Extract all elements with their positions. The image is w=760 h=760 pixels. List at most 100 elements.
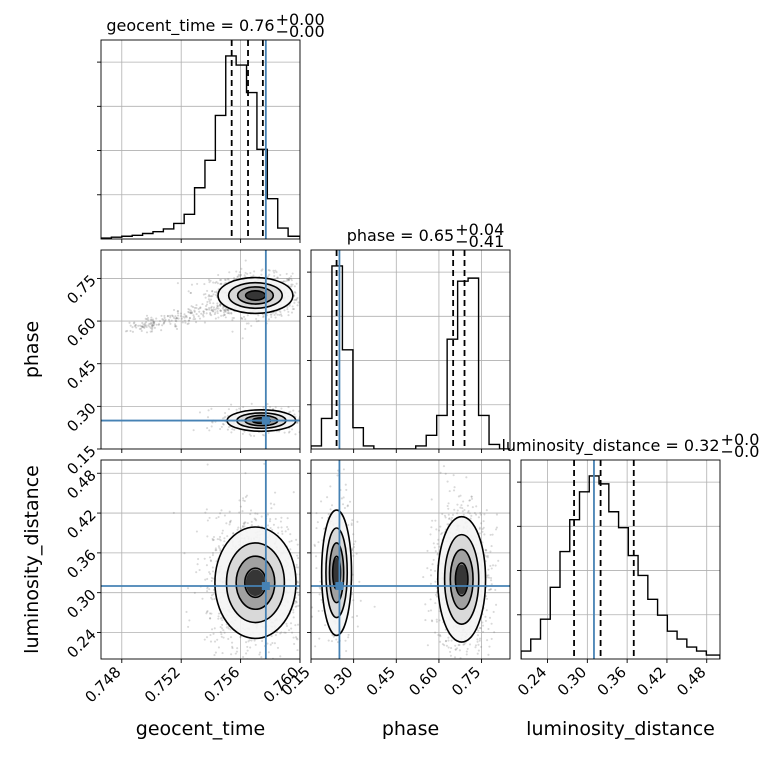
scatter-point <box>192 318 195 321</box>
panel-frame <box>310 249 511 450</box>
scatter-point <box>151 328 154 331</box>
scatter-point <box>280 631 283 634</box>
scatter-point <box>317 426 319 428</box>
x-tick-label: 0.24 <box>514 663 550 699</box>
contour-line <box>214 526 297 640</box>
scatter-point <box>488 616 492 619</box>
scatter-point <box>220 282 223 285</box>
scatter-point <box>477 649 480 652</box>
scatter-point <box>191 312 194 315</box>
scatter-point <box>314 645 317 648</box>
scatter-point <box>490 567 493 570</box>
x-tick-label: 0.45 <box>363 663 399 699</box>
scatter-point <box>478 626 481 630</box>
scatter-point <box>206 519 209 522</box>
scatter-point <box>351 548 354 551</box>
scatter-point <box>188 308 191 311</box>
scatter-point <box>295 601 298 604</box>
scatter-point <box>438 610 441 613</box>
scatter-point <box>205 636 209 639</box>
scatter-point <box>249 513 252 516</box>
scatter-point <box>304 601 306 603</box>
scatter-point <box>481 621 484 624</box>
scatter-point <box>282 280 285 283</box>
scatter-point <box>144 324 148 327</box>
scatter-point <box>424 619 427 622</box>
scatter-point <box>347 523 350 527</box>
scatter-point <box>434 593 437 596</box>
scatter-point <box>202 310 205 313</box>
scatter-point <box>190 311 193 314</box>
scatter-point <box>455 665 457 667</box>
scatter-point <box>207 409 210 412</box>
scatter-point <box>210 309 213 312</box>
scatter-point <box>145 321 148 324</box>
scatter-point <box>445 644 449 647</box>
scatter-point <box>434 550 437 553</box>
scatter-point <box>207 295 210 298</box>
scatter-point <box>212 306 216 309</box>
scatter-point <box>205 303 209 306</box>
scatter-point <box>356 625 359 628</box>
scatter-point <box>283 631 286 634</box>
scatter-point <box>442 465 446 468</box>
scatter-point <box>292 409 295 412</box>
scatter-point <box>152 321 155 324</box>
scatter-point <box>289 533 292 536</box>
scatter-point <box>489 550 492 553</box>
x-tick-label: 0.42 <box>633 663 669 699</box>
scatter-point <box>219 660 221 662</box>
scatter-point <box>170 319 173 322</box>
scatter-point <box>217 515 220 519</box>
scatter-point <box>431 620 434 623</box>
scatter-point <box>295 538 298 541</box>
scatter-point <box>320 598 323 601</box>
scatter-point <box>222 314 225 317</box>
scatter-point <box>215 307 218 310</box>
scatter-point <box>238 499 241 502</box>
scatter-point <box>246 522 249 525</box>
scatter-point <box>250 524 253 527</box>
scatter-point <box>302 301 304 303</box>
scatter-point <box>440 533 443 536</box>
scatter-point <box>315 567 318 570</box>
scatter-point <box>325 286 327 288</box>
scatter-point <box>148 322 151 325</box>
scatter-point <box>270 507 273 510</box>
scatter-point <box>329 485 332 488</box>
scatter-point <box>296 554 299 557</box>
scatter-point <box>208 293 211 297</box>
scatter-point <box>351 519 354 522</box>
scatter-point <box>486 639 489 642</box>
scatter-point <box>205 308 208 311</box>
scatter-point <box>204 296 207 299</box>
scatter-point <box>313 543 316 546</box>
scatter-point <box>287 314 290 317</box>
scatter-point <box>433 546 436 549</box>
scatter-point <box>276 646 280 649</box>
contour-line <box>449 548 474 611</box>
scatter-point <box>290 275 293 278</box>
scatter-point <box>468 512 471 515</box>
scatter-point <box>358 685 360 687</box>
x-tick-label: 0.752 <box>141 663 184 706</box>
scatter-point <box>480 645 483 648</box>
scatter-point <box>140 329 143 333</box>
scatter-point <box>347 633 350 636</box>
scatter-point <box>230 312 233 315</box>
scatter-point <box>220 425 223 428</box>
scatter-point <box>241 432 244 435</box>
title-lower-error: −0.41 <box>455 232 504 251</box>
scatter-point <box>486 576 489 579</box>
scatter-point <box>187 310 190 313</box>
scatter-point <box>153 326 156 329</box>
scatter-point <box>233 277 236 280</box>
scatter-point <box>212 293 215 296</box>
scatter-point <box>189 312 192 315</box>
scatter-point <box>218 661 220 663</box>
scatter-point <box>210 579 213 582</box>
scatter-point <box>296 587 299 590</box>
scatter-point <box>437 633 440 637</box>
scatter-point <box>478 532 482 535</box>
scatter-point <box>319 587 322 590</box>
